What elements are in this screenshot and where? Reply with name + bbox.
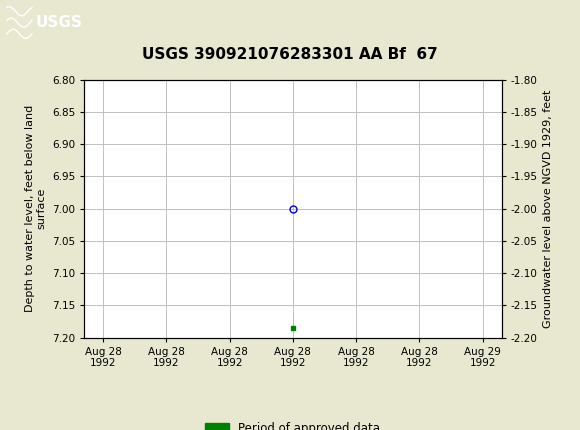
Y-axis label: Groundwater level above NGVD 1929, feet: Groundwater level above NGVD 1929, feet (543, 89, 553, 328)
Text: USGS: USGS (36, 15, 83, 30)
Text: USGS 390921076283301 AA Bf  67: USGS 390921076283301 AA Bf 67 (142, 47, 438, 62)
Y-axis label: Depth to water level, feet below land
surface: Depth to water level, feet below land su… (25, 105, 46, 312)
Legend: Period of approved data: Period of approved data (201, 418, 385, 430)
